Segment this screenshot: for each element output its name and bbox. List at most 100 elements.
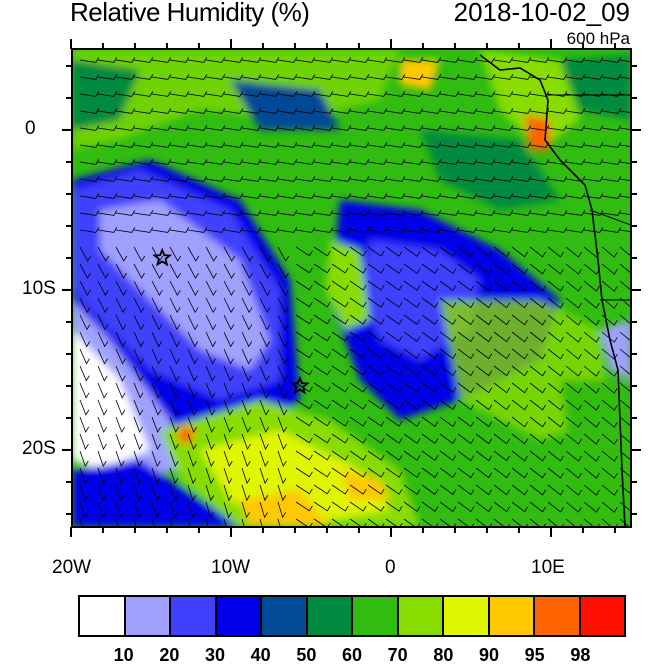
wind-barb [169, 227, 190, 233]
wind-barb [133, 74, 154, 80]
wind-barb [619, 59, 631, 63]
wind-barb [385, 416, 403, 427]
wind-barb [151, 365, 162, 382]
wind-barb [277, 176, 298, 182]
wind-barb [601, 450, 618, 462]
wind-barb [151, 246, 164, 262]
wind-barb [97, 399, 108, 416]
wind-barb [493, 450, 511, 462]
wind-barb [439, 142, 460, 148]
wind-barb [79, 210, 100, 216]
wind-barb [241, 210, 262, 216]
wind-barb [421, 416, 439, 427]
wind-barb [511, 348, 529, 360]
wind-barb [97, 57, 118, 63]
wind-barb [133, 416, 144, 433]
wind-barb [619, 212, 631, 216]
wind-barb [259, 263, 271, 279]
wind-barb [97, 433, 107, 450]
wind-barb [349, 484, 367, 495]
colorbar-label: 30 [204, 645, 226, 665]
wind-barb [331, 246, 349, 257]
wind-barb [583, 193, 604, 199]
wind-barb [493, 57, 514, 63]
wind-barb [619, 246, 631, 257]
wind-barb [601, 382, 618, 394]
wind-barb [133, 365, 144, 382]
wind-barb [205, 518, 209, 527]
wind-barb [547, 467, 564, 479]
wind-barb [169, 263, 181, 279]
wind-barb [187, 518, 191, 527]
wind-barb [187, 91, 208, 97]
wind-barb [493, 331, 511, 343]
wind-barb [529, 176, 550, 182]
wind-barb [313, 159, 334, 165]
wind-barb [241, 348, 252, 365]
wind-barb [583, 399, 600, 411]
wind-barb [583, 142, 604, 148]
wind-barb [79, 518, 83, 527]
wind-barb [313, 501, 331, 512]
wind-barb [565, 210, 586, 216]
wind-barb [547, 348, 564, 360]
wind-barb [511, 125, 532, 131]
wind-barb [475, 142, 496, 148]
wind-barb [259, 246, 272, 262]
wind-barb [115, 501, 124, 519]
wind-barb [241, 365, 252, 382]
wind-barb [223, 365, 234, 382]
wind-barb [367, 518, 385, 527]
wind-barb [133, 280, 145, 297]
wind-barb [385, 210, 406, 216]
wind-barb [619, 331, 631, 342]
wind-barb [313, 108, 334, 114]
wind-barb [331, 142, 352, 148]
wind-barb [79, 193, 100, 199]
wind-barb [385, 348, 403, 359]
wind-barb [457, 484, 475, 496]
wind-barb [295, 501, 313, 512]
wind-barb [367, 227, 388, 233]
wind-barb [421, 314, 439, 325]
wind-barb [295, 280, 313, 291]
wind-barb [331, 176, 352, 182]
wind-barb [565, 159, 586, 165]
wind-barb [223, 433, 233, 450]
wind-barb [457, 210, 478, 216]
wind-barb [295, 246, 313, 257]
wind-barb [601, 227, 622, 233]
wind-barb [115, 142, 136, 148]
wind-barb [151, 518, 155, 527]
wind-barb [457, 467, 475, 479]
wind-barb [475, 108, 496, 114]
valid-time: 2018-10-02_09 [453, 0, 630, 27]
wind-barb [421, 159, 442, 165]
wind-barb [295, 382, 313, 393]
wind-barb [529, 450, 546, 462]
wind-barb [79, 91, 100, 97]
wind-barb [367, 297, 385, 308]
wind-barb [79, 108, 100, 114]
wind-barb [205, 331, 217, 348]
wind-barb [457, 416, 475, 428]
wind-barb [421, 382, 439, 393]
wind-barb [349, 297, 367, 308]
wind-barb [313, 210, 334, 216]
wind-barb [385, 450, 403, 461]
wind-barb [421, 467, 439, 478]
wind-barb [583, 518, 600, 527]
wind-barb [565, 501, 582, 513]
wind-barb [79, 263, 91, 279]
wind-barb [331, 210, 352, 216]
wind-barb [79, 450, 89, 468]
wind-barb [349, 518, 367, 527]
wind-barb [583, 348, 600, 360]
wind-barb [133, 108, 154, 114]
wind-barb [241, 484, 251, 502]
wind-barb [277, 518, 281, 527]
wind-barb [547, 433, 564, 445]
wind-barb [529, 280, 546, 292]
wind-barb [313, 142, 334, 148]
wind-barb [205, 467, 215, 485]
